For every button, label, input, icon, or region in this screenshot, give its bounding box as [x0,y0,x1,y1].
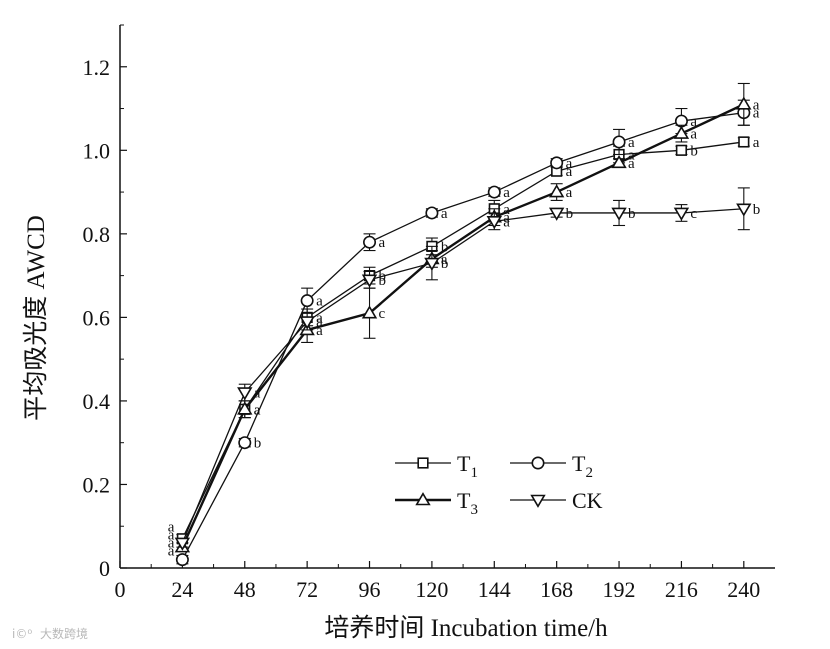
legend-label-subscript: 2 [585,465,593,481]
data-point-circle [177,554,188,565]
watermark-logo-icon: i©⁰ [12,627,32,641]
series-t3 [176,83,750,551]
axes-layer: 0 24 48 72 96 120 144 168 192 216 240 0 0.2 0.4 0.6 0.8… [83,25,776,602]
significance-label: c [690,206,697,222]
x-tick-label: 192 [603,577,636,602]
y-tick-label: 1.2 [83,55,111,80]
significance-label: a [753,97,760,113]
legend-label-name: T [457,451,471,476]
significance-label: c [379,306,386,322]
y-tick-label: 0.4 [83,389,111,414]
legend-label-subscript: 1 [470,465,478,481]
significance-label: a [379,235,386,251]
x-tick-label: 96 [359,577,381,602]
significance-label: a [316,315,323,331]
x-tick-label: 48 [234,577,256,602]
x-tick-label: 24 [171,577,193,602]
legend-label: T1 [457,451,478,481]
legend-label-name: T [572,451,586,476]
legend-item: T3 [395,488,478,518]
data-point-circle [301,295,312,306]
significance-label: a [254,402,261,418]
watermark-text: 大数跨境 [40,626,88,641]
significance-label: a [628,135,635,151]
data-point-triangle-down [613,208,626,219]
significance-label: a [566,185,573,201]
legend-label-name: T [457,488,471,513]
legend-label: T2 [572,451,593,481]
significance-label: a [566,156,573,172]
significance-label: a [753,135,760,151]
data-point-circle [239,437,250,448]
y-tick-label: 0 [99,556,110,581]
significance-label: b [566,206,574,222]
x-tick-label: 144 [478,577,511,602]
watermark: i©⁰ 大数跨境 [12,626,88,641]
significance-label: a [168,520,175,536]
series-t1 [176,137,749,543]
legend-item: T1 [395,451,478,481]
legend-label: CK [572,488,603,513]
data-point-circle [551,157,562,168]
legend: T1 T2T3 CK [395,451,603,518]
legend-label-name: CK [572,488,603,513]
significance-label: a [503,185,510,201]
significance-label: b [379,273,387,289]
series-line [182,142,743,539]
significance-label: b [628,206,636,222]
significance-label: b [254,436,262,452]
significance-label: a [628,156,635,172]
series-line [182,104,743,547]
significance-label: b [753,202,761,218]
legend-item: T2 [510,451,593,481]
x-tick-label: 240 [727,577,760,602]
data-point-circle [364,237,375,248]
data-point-circle [613,136,624,147]
data-point-triangle-down [238,388,251,399]
data-point-triangle-down [675,208,688,219]
x-tick-label: 0 [115,577,126,602]
significance-label: b [441,256,449,272]
significance-label: a [441,206,448,222]
significance-label: a [316,294,323,310]
significance-label: a [503,214,510,230]
significance-label: a [690,127,697,143]
y-tick-label: 1.0 [83,138,111,163]
significance-label: a [254,386,261,402]
legend-label: T3 [457,488,478,518]
x-tick-label: 120 [415,577,448,602]
x-tick-label: 216 [665,577,698,602]
data-point-circle [489,186,500,197]
legend-item: CK [510,488,603,513]
data-point-square [739,137,749,147]
y-tick-label: 0.2 [83,472,111,497]
x-tick-label: 72 [296,577,318,602]
y-axis-title: 平均吸光度 AWCD [22,215,50,421]
data-point-circle [426,207,437,218]
y-tick-label: 0.8 [83,222,111,247]
significance-label: b [690,143,698,159]
data-point-square [677,146,687,156]
x-axis-title: 培养时间 Incubation time/h [324,614,608,642]
legend-marker-square [418,458,428,468]
legend-marker-triangle-down [532,496,545,507]
x-tick-label: 168 [540,577,573,602]
legend-marker-circle [532,457,543,468]
y-tick-label: 0.6 [83,305,111,330]
legend-label-subscript: 3 [470,502,478,518]
